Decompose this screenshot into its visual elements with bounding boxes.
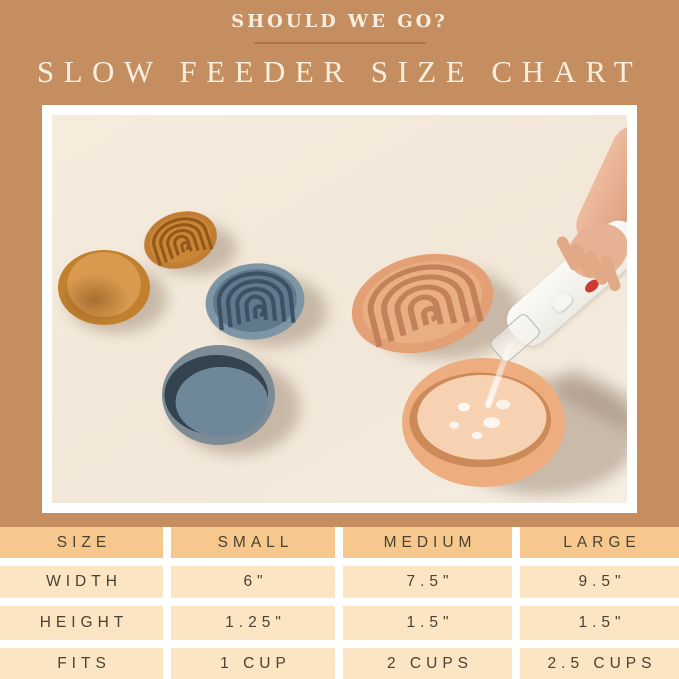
row-label-fits: FITS — [0, 648, 163, 679]
cell-width-small: 6" — [171, 566, 335, 598]
cell-fits-small: 1 CUP — [171, 648, 335, 679]
page-title: SLOW FEEDER SIZE CHART — [36, 54, 643, 89]
cell-fits-medium: 2 CUPS — [343, 648, 512, 679]
product-photo — [52, 115, 627, 503]
col-header-medium: MEDIUM — [343, 527, 512, 558]
feeder-maze-pattern — [351, 253, 494, 354]
slow-feeder-large-peach — [340, 239, 504, 368]
bowl-medium-blue-solid — [162, 345, 275, 445]
col-header-size: SIZE — [0, 527, 163, 558]
cell-height-small: 1.25" — [171, 606, 335, 640]
col-header-small: SMALL — [171, 527, 335, 558]
cell-width-large: 9.5" — [520, 566, 679, 598]
feeder-maze-pattern — [144, 211, 217, 269]
cell-fits-large: 2.5 CUPS — [520, 648, 679, 679]
bowl-small-orange-solid — [58, 250, 150, 325]
col-header-large: LARGE — [520, 527, 679, 558]
row-label-width: WIDTH — [0, 566, 163, 598]
brand-underline — [253, 42, 426, 44]
slow-feeder-small-orange — [136, 202, 225, 278]
cell-height-medium: 1.5" — [343, 606, 512, 640]
cell-width-medium: 7.5" — [343, 566, 512, 598]
feeder-maze-pattern — [205, 263, 305, 340]
row-label-height: HEIGHT — [0, 606, 163, 640]
brand-name: SHOULD WE GO? — [231, 11, 448, 32]
bowl-large-peach-with-water — [402, 358, 565, 487]
slow-feeder-medium-blue — [201, 258, 309, 345]
product-photo-frame — [42, 105, 637, 513]
cell-height-large: 1.5" — [520, 606, 679, 640]
size-chart-table: SIZE SMALL MEDIUM LARGE WIDTH 6" 7.5" 9.… — [0, 527, 679, 679]
